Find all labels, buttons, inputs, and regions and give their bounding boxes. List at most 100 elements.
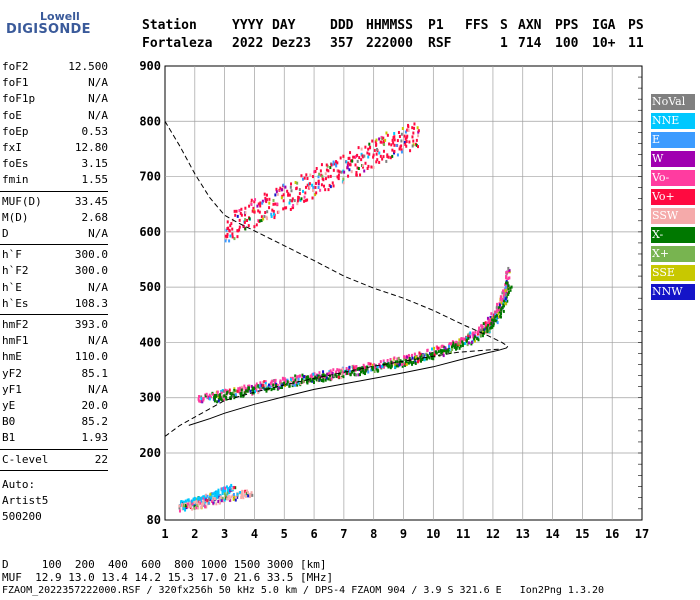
- echo-point: [240, 392, 243, 396]
- echo-point: [356, 153, 359, 157]
- echo-point: [507, 287, 510, 291]
- echo-point: [332, 168, 335, 172]
- y-tick-label: 500: [139, 280, 161, 294]
- logo-lowell: Lowell: [40, 10, 80, 23]
- echo-point: [486, 328, 489, 332]
- echo-point: [502, 289, 505, 293]
- echo-point: [193, 505, 196, 509]
- echo-point: [281, 385, 284, 389]
- echo-point: [336, 161, 339, 165]
- echo-point: [260, 219, 263, 223]
- echo-point: [401, 364, 404, 368]
- echo-point: [385, 131, 388, 135]
- echo-point: [197, 496, 200, 500]
- x-tick-label: 10: [426, 527, 440, 541]
- echo-point: [395, 364, 398, 368]
- echo-point: [375, 367, 378, 371]
- echo-point: [376, 158, 379, 162]
- f-param: foF1 N/A: [2, 76, 108, 90]
- echo-point: [490, 321, 493, 325]
- x-tick-label: 4: [251, 527, 258, 541]
- echo-point: [220, 499, 223, 503]
- x-tick-label: 7: [340, 527, 347, 541]
- echo-point: [236, 389, 239, 393]
- echo-point: [360, 152, 363, 156]
- echo-point: [333, 374, 336, 378]
- echo-point: [246, 489, 249, 493]
- echo-point: [400, 139, 403, 143]
- echo-point: [390, 360, 393, 364]
- echo-point: [194, 497, 197, 501]
- echo-point: [391, 154, 394, 158]
- header-label-9: PPS: [555, 18, 579, 33]
- echo-point: [308, 185, 311, 189]
- echo-point: [253, 210, 256, 214]
- echo-point: [467, 334, 470, 338]
- echo-point: [214, 492, 217, 496]
- x-tick-label: 5: [281, 527, 288, 541]
- echo-point: [261, 199, 264, 203]
- vh-param: h`Es 108.3: [2, 297, 108, 311]
- echo-point: [296, 383, 299, 387]
- echo-point: [389, 366, 392, 370]
- echo-point: [289, 185, 292, 189]
- echo-point: [282, 381, 285, 385]
- header-row1: Station YYYY DAY DDD HHMMSS P1 FFS S AXN PPS IGA PS: [0, 18, 700, 34]
- param-value: 85.1: [81, 366, 109, 380]
- echo-point: [181, 503, 184, 507]
- echo-point: [272, 212, 275, 216]
- echo-point: [296, 202, 299, 206]
- echo-point: [238, 218, 241, 222]
- echo-point: [506, 281, 509, 285]
- echo-point: [184, 508, 187, 512]
- echo-point: [462, 337, 465, 341]
- echo-point: [491, 318, 494, 322]
- echo-point: [316, 374, 319, 378]
- echo-point: [239, 491, 242, 495]
- echo-point: [382, 155, 385, 159]
- echo-point: [224, 234, 227, 238]
- echo-point: [398, 134, 401, 138]
- echo-point: [278, 188, 281, 192]
- muf-param: M(D) 2.68: [2, 211, 108, 225]
- echo-point: [233, 394, 236, 398]
- echo-point: [312, 372, 315, 376]
- param-key: hmE: [2, 350, 22, 364]
- param-value: 300.0: [74, 264, 108, 278]
- echo-point: [322, 377, 325, 381]
- y-tick-label: 200: [139, 446, 161, 460]
- echo-point: [473, 339, 476, 343]
- echo-point: [477, 329, 480, 333]
- echo-point: [481, 325, 484, 329]
- header-label-7: S: [500, 18, 508, 33]
- echo-point: [477, 338, 480, 342]
- echo-point: [233, 209, 236, 213]
- echo-point: [473, 335, 476, 339]
- echo-point: [386, 153, 389, 157]
- echo-point: [381, 364, 384, 368]
- echo-point: [288, 201, 291, 205]
- echo-point: [204, 498, 207, 502]
- echo-point: [389, 357, 392, 361]
- echo-point: [289, 198, 292, 202]
- echo-point: [341, 368, 344, 372]
- echo-point: [426, 349, 429, 353]
- param-value: 0.53: [81, 124, 109, 138]
- echo-point: [303, 375, 306, 379]
- echo-point: [488, 322, 491, 326]
- echo-point: [404, 130, 407, 134]
- echo-point: [481, 334, 484, 338]
- echo-point: [279, 186, 282, 190]
- echo-point: [264, 387, 267, 391]
- echo-point: [304, 191, 307, 195]
- vh-param: h`E N/A: [2, 281, 108, 295]
- echo-point: [304, 199, 307, 203]
- profile-param: yF1 N/A: [2, 383, 108, 397]
- echo-point: [380, 140, 383, 144]
- echo-point: [489, 317, 492, 321]
- echo-point: [265, 385, 268, 389]
- echo-point: [275, 384, 278, 388]
- echo-point: [264, 211, 267, 215]
- echo-point: [461, 340, 464, 344]
- echo-point: [499, 314, 502, 318]
